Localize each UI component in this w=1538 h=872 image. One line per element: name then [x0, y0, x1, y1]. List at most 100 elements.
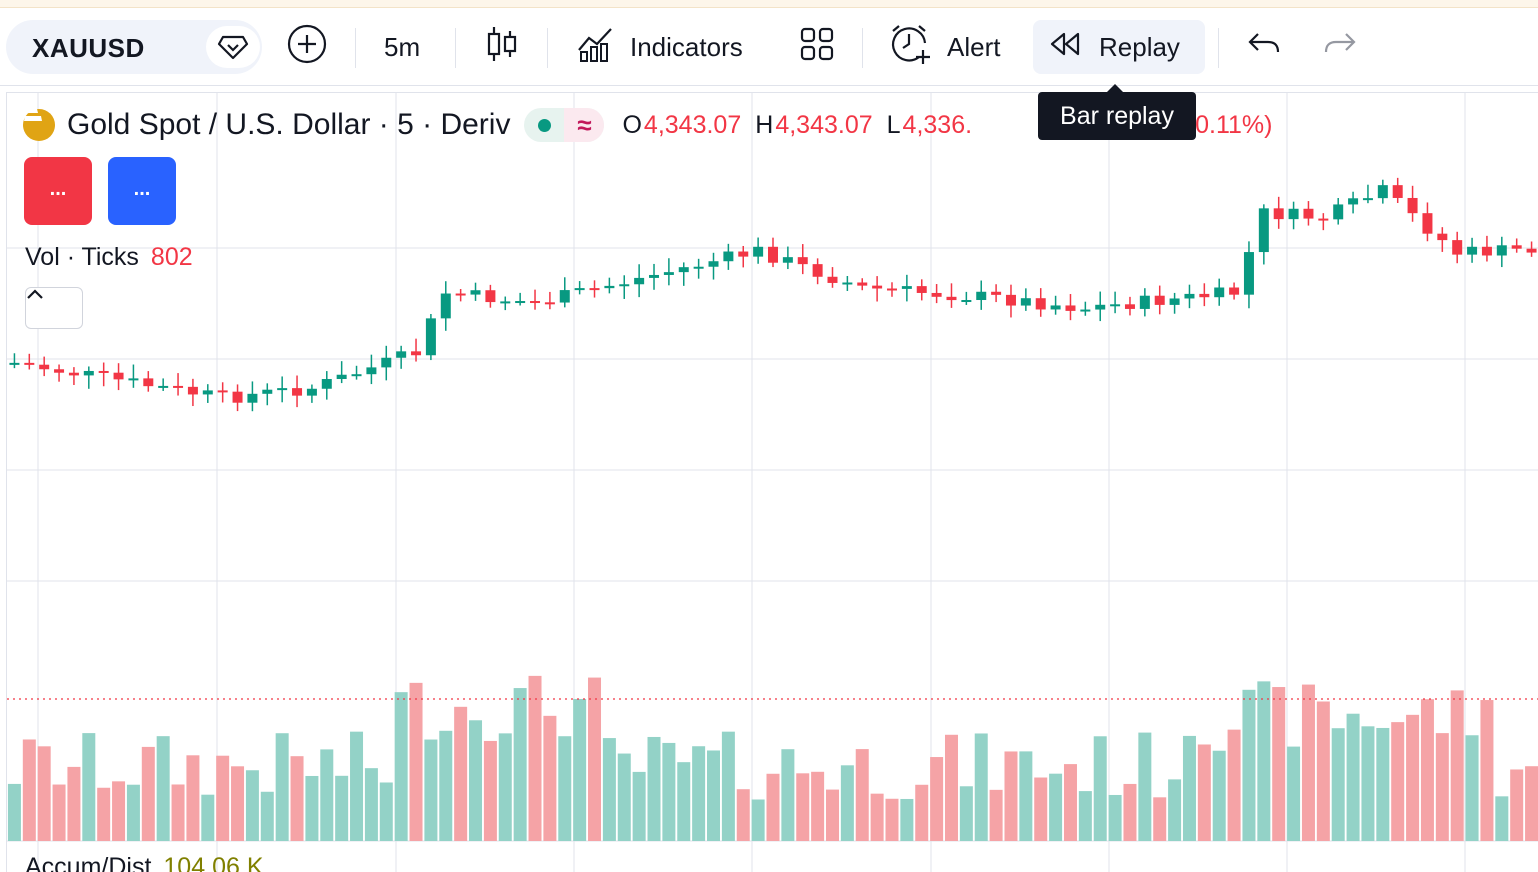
candle-body: [232, 391, 243, 403]
volume-bar: [1272, 687, 1286, 841]
price-volume-canvas[interactable]: [7, 93, 1538, 872]
toolbar-divider: [862, 28, 863, 68]
candle-body: [1333, 204, 1344, 220]
toolbar-divider: [355, 28, 356, 68]
candle-body: [619, 284, 630, 287]
alert-button[interactable]: Alert: [889, 20, 1000, 74]
legend-button-blue[interactable]: ...: [108, 157, 176, 225]
volume-bar: [543, 715, 557, 841]
candle-body: [1243, 252, 1254, 295]
candle-body: [1139, 295, 1150, 309]
data-delay-icon: ≈: [564, 108, 605, 142]
volume-bar: [781, 749, 795, 841]
volume-bar: [171, 784, 185, 841]
chart-type-button[interactable]: [484, 20, 520, 74]
indicators-button[interactable]: Indicators: [576, 20, 743, 74]
volume-bar: [811, 771, 825, 841]
candle-body: [1481, 246, 1492, 256]
symbol-title[interactable]: Gold Spot / U.S. Dollar · 5 · Deriv: [67, 108, 511, 141]
candle-body: [1258, 208, 1269, 253]
candle-body: [143, 378, 154, 387]
volume-bar: [959, 786, 973, 841]
layout-button[interactable]: [799, 20, 835, 74]
candle-body: [24, 362, 35, 365]
candle-body: [1511, 245, 1522, 249]
legend-button-red[interactable]: ...: [24, 157, 92, 225]
volume-bar: [707, 750, 721, 841]
alert-label: Alert: [947, 31, 1001, 62]
toolbar-divider: [547, 28, 548, 68]
volume-bar: [156, 736, 170, 841]
add-symbol-button[interactable]: [286, 20, 328, 74]
symbol-label: XAUUSD: [32, 33, 145, 63]
symbol-search[interactable]: XAUUSD: [6, 20, 262, 74]
volume-bar: [558, 736, 572, 841]
volume-bar: [1212, 750, 1226, 841]
market-open-dot: [538, 119, 552, 132]
accum-dist-legend[interactable]: Accum/Dist 104.06 K: [25, 853, 264, 872]
volume-bar: [22, 739, 36, 841]
candle-body: [723, 251, 734, 262]
candle-body: [1050, 305, 1061, 310]
volume-bar: [944, 734, 958, 841]
candle-body: [351, 374, 362, 377]
volume-bar: [394, 692, 408, 841]
candle-body: [306, 388, 317, 396]
candle-body: [455, 293, 466, 296]
collapse-legend-button[interactable]: [25, 287, 83, 329]
market-status-pill[interactable]: ≈: [524, 108, 605, 142]
volume-bar: [1153, 797, 1167, 841]
candle-body: [113, 372, 124, 380]
replay-icon: [1047, 30, 1081, 65]
high-value: 4,343.07: [775, 110, 873, 139]
replay-label: Replay: [1099, 31, 1180, 62]
candle-body: [574, 288, 585, 291]
candle-body: [54, 369, 65, 373]
volume-bar: [409, 682, 423, 841]
candle-body: [1452, 240, 1463, 255]
candle-body: [485, 290, 496, 303]
volume-bar: [796, 773, 810, 841]
candle-body: [262, 389, 273, 394]
volume-bar: [126, 784, 140, 841]
candle-body: [931, 292, 942, 297]
candle-body: [1407, 197, 1418, 214]
volume-bar: [1495, 796, 1509, 841]
volume-bar: [82, 733, 96, 841]
volume-bar: [112, 781, 126, 841]
volume-bar: [1331, 728, 1345, 841]
candle-body: [1065, 305, 1076, 311]
volume-bar: [1361, 726, 1375, 841]
volume-bar: [855, 749, 869, 841]
replay-button[interactable]: Replay: [1033, 20, 1205, 74]
candle-body: [857, 282, 868, 286]
candle-body: [1362, 198, 1373, 201]
interval-button[interactable]: 5m: [384, 20, 420, 74]
volume-bar: [528, 675, 542, 841]
redo-button[interactable]: [1322, 20, 1358, 74]
volume-legend[interactable]: Vol · Ticks 802: [25, 243, 193, 272]
volume-bar: [1525, 766, 1538, 841]
candle-body: [1005, 294, 1016, 306]
volume-bar: [454, 706, 468, 841]
undo-button[interactable]: [1246, 20, 1282, 74]
candle-body: [872, 285, 883, 289]
diamond-icon[interactable]: [206, 26, 260, 68]
candle-body: [1288, 208, 1299, 220]
volume-bar: [424, 739, 438, 841]
open-value: 4,343.07: [643, 110, 742, 139]
volume-bar: [1287, 746, 1301, 841]
volume-bar: [379, 782, 393, 841]
candle-body: [634, 277, 645, 285]
candle-body: [961, 300, 972, 303]
candle-body: [396, 351, 407, 358]
candle-body: [1124, 304, 1135, 309]
alert-clock-icon: [889, 23, 931, 72]
volume-bar: [67, 766, 81, 841]
candle-body: [827, 276, 838, 283]
volume-bar: [885, 798, 899, 841]
open-key: O: [622, 110, 642, 139]
toolbar-divider: [1218, 28, 1219, 68]
